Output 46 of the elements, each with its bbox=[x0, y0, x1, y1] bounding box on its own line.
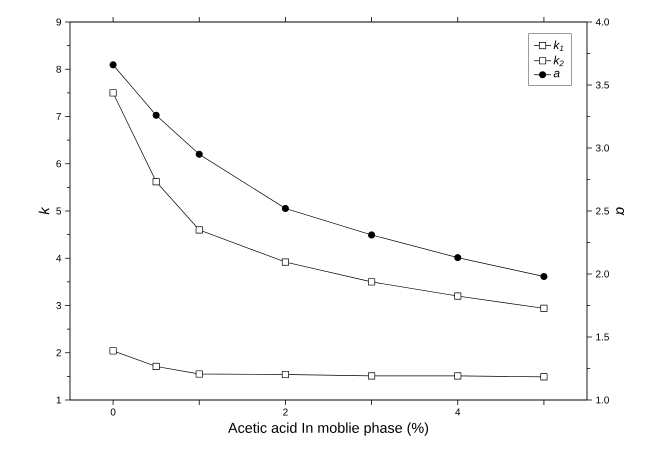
x-tick-label: 4 bbox=[455, 408, 460, 416]
point bbox=[110, 89, 117, 96]
y2-tick-label: 1.0 bbox=[596, 396, 609, 404]
y-tick-label: 3 bbox=[56, 302, 62, 310]
point bbox=[282, 204, 289, 212]
y2-tick-label: 3.0 bbox=[596, 144, 609, 152]
y2-tick-label: 2.5 bbox=[596, 207, 609, 215]
point bbox=[152, 112, 160, 119]
y2-axis-title: α bbox=[616, 207, 624, 216]
y-tick-label: 7 bbox=[56, 113, 61, 120]
point bbox=[110, 347, 117, 354]
x-tick-label: 2 bbox=[283, 408, 288, 416]
y-axis-title: k bbox=[38, 206, 50, 214]
point bbox=[454, 254, 462, 262]
point bbox=[152, 178, 160, 186]
point bbox=[368, 372, 376, 380]
point bbox=[152, 362, 160, 370]
point bbox=[196, 150, 203, 158]
legend-label: k$_{2}$ bbox=[554, 56, 564, 66]
point bbox=[540, 304, 548, 312]
point bbox=[454, 372, 462, 380]
point bbox=[540, 272, 548, 280]
legend-label: k$_{1}$ bbox=[554, 40, 564, 51]
point bbox=[368, 278, 376, 286]
point bbox=[454, 292, 462, 300]
point bbox=[368, 231, 376, 238]
point bbox=[282, 258, 289, 266]
legend-label: a bbox=[554, 70, 560, 78]
y2-tick-label: 1.5 bbox=[596, 334, 609, 340]
y-tick-label: 6 bbox=[56, 160, 62, 168]
y2-tick-label: 4.0 bbox=[596, 18, 609, 26]
y2-tick-label: 2.0 bbox=[596, 270, 609, 278]
point bbox=[110, 61, 117, 68]
y2-tick-label: 3.5 bbox=[596, 81, 609, 89]
point bbox=[196, 370, 203, 378]
y-tick-label: 9 bbox=[56, 18, 62, 26]
y-tick-label: 4 bbox=[56, 254, 62, 262]
point bbox=[540, 373, 548, 380]
point bbox=[282, 370, 289, 378]
x-axis-title: Acetic acid In moblie phase (%) bbox=[228, 422, 428, 436]
point bbox=[196, 226, 203, 234]
y-tick-label: 1 bbox=[56, 396, 61, 404]
x-tick-label: 0 bbox=[110, 408, 116, 416]
y-tick-label: 8 bbox=[56, 66, 62, 73]
y-tick-label: 2 bbox=[56, 349, 61, 356]
y-tick-label: 5 bbox=[56, 208, 62, 214]
